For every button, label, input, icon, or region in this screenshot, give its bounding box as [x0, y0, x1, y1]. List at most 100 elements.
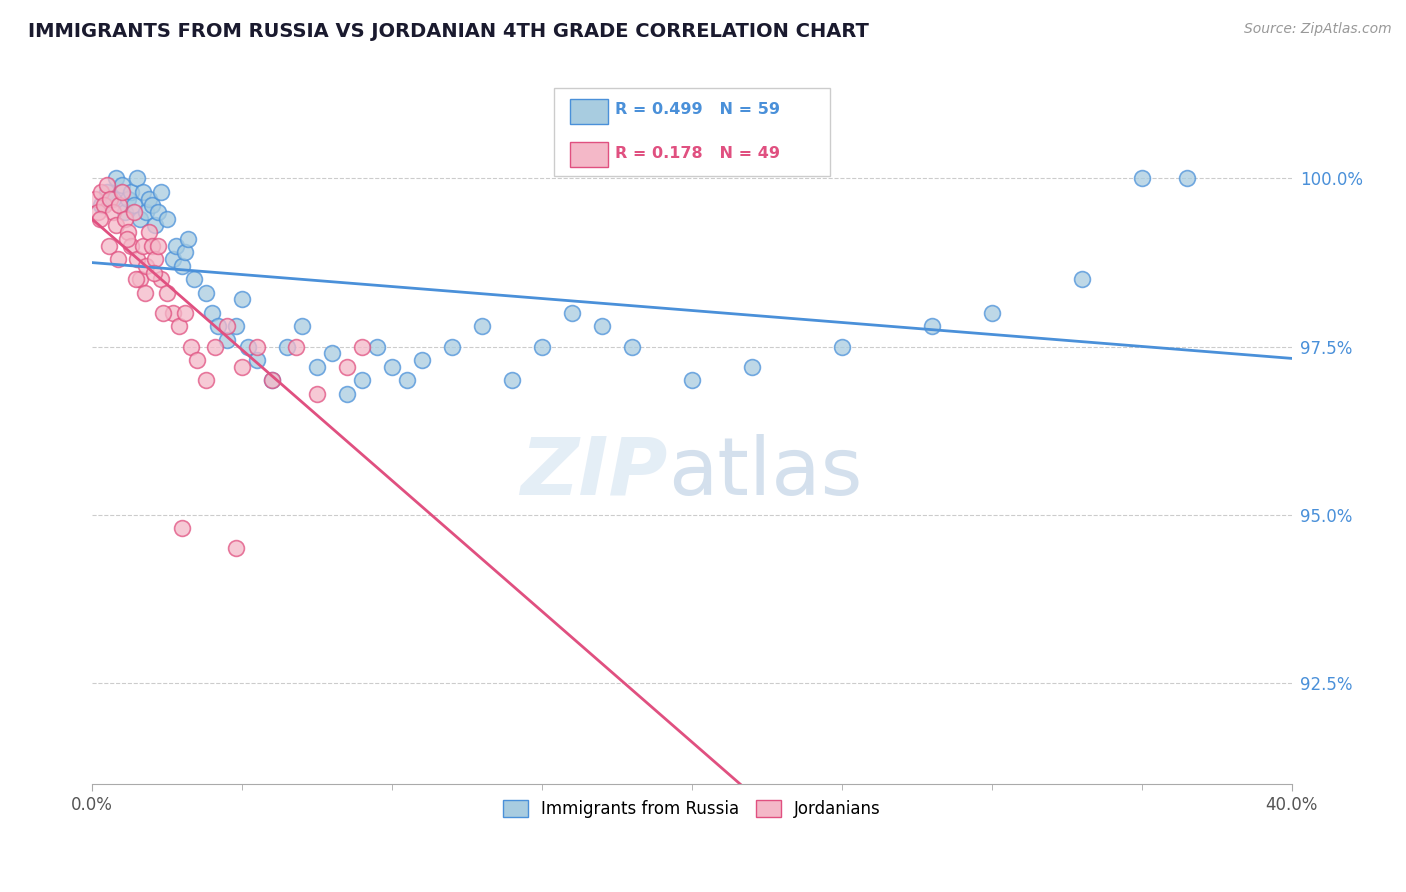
- Point: [141, 198, 163, 212]
- Point: [150, 185, 173, 199]
- Point: [204, 339, 226, 353]
- Point: [225, 541, 247, 556]
- Text: IMMIGRANTS FROM RUSSIA VS JORDANIAN 4TH GRADE CORRELATION CHART: IMMIGRANTS FROM RUSSIA VS JORDANIAN 4TH …: [28, 22, 869, 41]
- Point: [90, 185, 112, 199]
- Point: [97, 238, 120, 252]
- Point: [172, 259, 194, 273]
- Point: [152, 306, 174, 320]
- Point: [620, 339, 643, 353]
- Point: [162, 306, 184, 320]
- Point: [129, 211, 152, 226]
- Point: [174, 245, 197, 260]
- Point: [236, 339, 259, 353]
- Point: [87, 205, 110, 219]
- Point: [307, 386, 329, 401]
- Point: [105, 171, 128, 186]
- Point: [285, 339, 308, 353]
- Point: [321, 346, 343, 360]
- Point: [135, 259, 157, 273]
- Point: [921, 319, 943, 334]
- Point: [89, 211, 111, 226]
- Point: [501, 373, 523, 387]
- FancyBboxPatch shape: [569, 142, 607, 167]
- Point: [143, 219, 166, 233]
- Point: [162, 252, 184, 266]
- Point: [165, 238, 187, 252]
- Point: [366, 339, 388, 353]
- Point: [114, 205, 136, 219]
- Point: [336, 359, 359, 374]
- Point: [93, 198, 115, 212]
- Point: [150, 272, 173, 286]
- Point: [142, 266, 165, 280]
- Point: [1175, 171, 1198, 186]
- Point: [1130, 171, 1153, 186]
- Point: [307, 359, 329, 374]
- Point: [90, 198, 112, 212]
- Point: [207, 319, 229, 334]
- Point: [114, 211, 136, 226]
- Point: [135, 205, 157, 219]
- Point: [440, 339, 463, 353]
- Text: R = 0.178   N = 49: R = 0.178 N = 49: [614, 145, 780, 161]
- Point: [107, 252, 129, 266]
- Point: [195, 373, 218, 387]
- Point: [120, 238, 142, 252]
- Point: [134, 285, 156, 300]
- Point: [122, 198, 145, 212]
- Point: [127, 171, 149, 186]
- Point: [411, 353, 433, 368]
- Point: [143, 252, 166, 266]
- Point: [530, 339, 553, 353]
- Point: [172, 521, 194, 535]
- Point: [1070, 272, 1092, 286]
- Text: atlas: atlas: [668, 434, 862, 512]
- Point: [101, 205, 124, 219]
- Text: R = 0.499   N = 59: R = 0.499 N = 59: [614, 103, 780, 118]
- Point: [177, 232, 200, 246]
- Point: [561, 306, 583, 320]
- Point: [262, 373, 284, 387]
- Point: [276, 339, 298, 353]
- Point: [98, 192, 121, 206]
- Point: [201, 306, 224, 320]
- Point: [122, 205, 145, 219]
- Point: [980, 306, 1002, 320]
- Point: [591, 319, 613, 334]
- Point: [381, 359, 404, 374]
- Point: [217, 333, 239, 347]
- Point: [471, 319, 494, 334]
- Point: [105, 219, 128, 233]
- Point: [138, 225, 160, 239]
- Point: [195, 285, 218, 300]
- Point: [186, 353, 208, 368]
- Point: [246, 339, 269, 353]
- Point: [174, 306, 197, 320]
- Point: [129, 272, 152, 286]
- Point: [115, 232, 138, 246]
- Point: [395, 373, 418, 387]
- Point: [262, 373, 284, 387]
- Point: [108, 198, 131, 212]
- Point: [141, 238, 163, 252]
- Point: [336, 386, 359, 401]
- Point: [167, 319, 190, 334]
- Point: [117, 225, 139, 239]
- Point: [156, 285, 179, 300]
- Point: [225, 319, 247, 334]
- Legend: Immigrants from Russia, Jordanians: Immigrants from Russia, Jordanians: [496, 793, 887, 825]
- Point: [246, 353, 269, 368]
- FancyBboxPatch shape: [569, 99, 607, 124]
- Point: [117, 192, 139, 206]
- Point: [217, 319, 239, 334]
- FancyBboxPatch shape: [554, 88, 830, 177]
- Point: [231, 359, 253, 374]
- Text: ZIP: ZIP: [520, 434, 668, 512]
- Point: [681, 373, 703, 387]
- Point: [96, 178, 118, 192]
- Point: [120, 185, 142, 199]
- Point: [183, 272, 205, 286]
- Point: [96, 185, 118, 199]
- Point: [111, 178, 134, 192]
- Point: [741, 359, 763, 374]
